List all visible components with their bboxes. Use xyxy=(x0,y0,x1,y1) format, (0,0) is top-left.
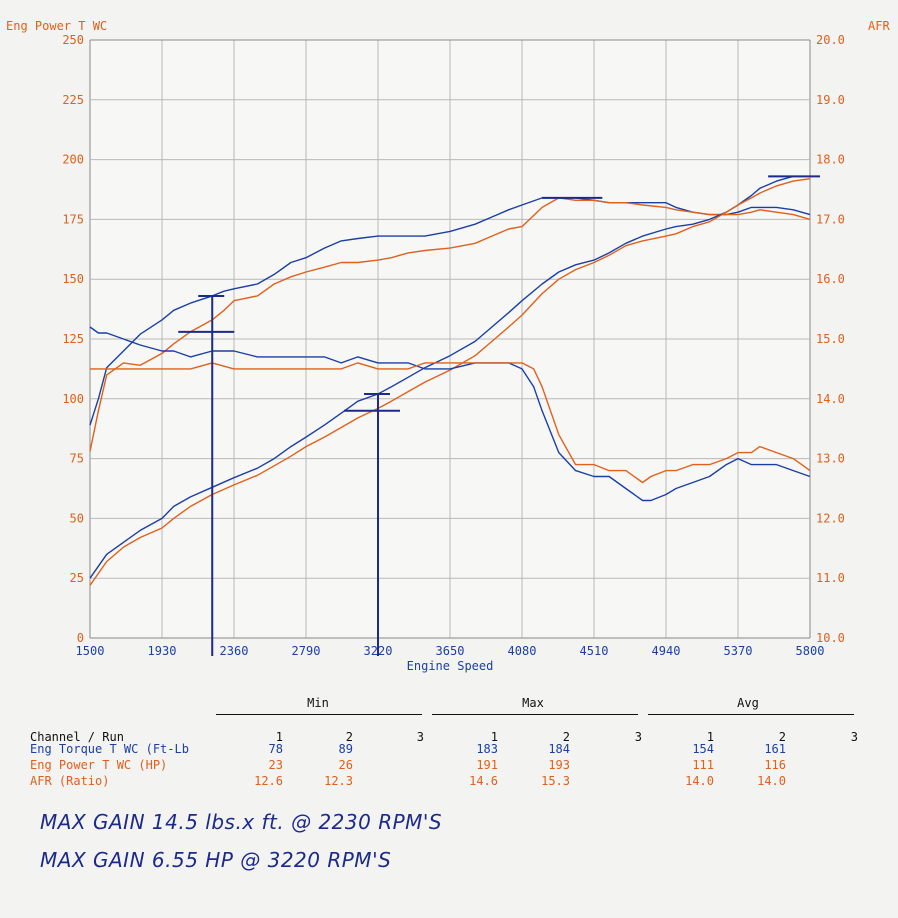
y-left-tick-label: 100 xyxy=(62,392,84,406)
x-tick-label: 4940 xyxy=(652,644,681,658)
x-tick-label: 5800 xyxy=(796,644,825,658)
power-min-2: 26 xyxy=(338,758,353,772)
y-left-tick-label: 175 xyxy=(62,212,84,226)
x-tick-label: 4510 xyxy=(580,644,609,658)
power-max-2: 193 xyxy=(548,758,570,772)
series-lines xyxy=(89,175,811,586)
series-line-5 xyxy=(90,362,811,484)
power-min-1: 23 xyxy=(268,758,283,772)
x-tick-label: 4080 xyxy=(508,644,537,658)
y-right-tick-label: 15.0 xyxy=(816,332,845,346)
y-right-tick-labels: 10.0 11.0 12.0 13.0 14.0 15.0 16.0 17.0 18.0 19.0… xyxy=(816,33,845,645)
y-right-tick-label: 16.0 xyxy=(816,272,845,286)
group-head-max: Max xyxy=(522,696,544,710)
grid xyxy=(89,39,811,639)
afr-avg-2: 14.0 xyxy=(757,774,786,788)
y-left-tick-label: 200 xyxy=(62,153,84,167)
header-label: Channel / Run xyxy=(30,730,124,744)
y-left-tick-label: 50 xyxy=(70,511,84,525)
row-label-afr: AFR (Ratio) xyxy=(30,774,110,788)
afr-max-1: 14.6 xyxy=(469,774,498,788)
power-avg-1: 111 xyxy=(692,758,714,772)
run-num-min-3: 3 xyxy=(416,730,424,744)
run-num-max-3: 3 xyxy=(634,730,642,744)
y-left-tick-label: 150 xyxy=(62,272,84,286)
run-num-max-1: 1 xyxy=(490,730,498,744)
row-label-torque: Eng Torque T WC (Ft-Lb xyxy=(30,742,189,756)
afr-min-2: 12.3 xyxy=(324,774,353,788)
y-right-tick-label: 14.0 xyxy=(816,392,845,406)
run-num-avg-2: 2 xyxy=(778,730,786,744)
x-tick-label: 1930 xyxy=(148,644,177,658)
row-label-power: Eng Power T WC (HP) xyxy=(30,758,168,772)
y-left-tick-labels: 0 25 50 75 100 125 150 175 200 225 250 xyxy=(62,33,84,645)
y-right-tick-label: 10.0 xyxy=(816,631,845,645)
x-tick-labels: 1500193023602790322036504080451049405370… xyxy=(76,644,825,658)
group-line-max xyxy=(432,714,638,715)
run-num-min-1: 1 xyxy=(275,730,283,744)
y-right-tick-label: 19.0 xyxy=(816,93,845,107)
afr-avg-1: 14.0 xyxy=(685,774,714,788)
y-left-axis-title: Eng Power T WC xyxy=(6,19,107,33)
run-num-max-2: 2 xyxy=(562,730,570,744)
x-tick-label: 2360 xyxy=(220,644,249,658)
torque-avg-2: 161 xyxy=(764,742,786,756)
y-right-tick-label: 12.0 xyxy=(816,511,845,525)
x-tick-label: 1500 xyxy=(76,644,105,658)
y-left-tick-label: 225 xyxy=(62,93,84,107)
run-num-avg-3: 3 xyxy=(850,730,858,744)
x-tick-label: 5370 xyxy=(724,644,753,658)
run-num-min-2: 2 xyxy=(345,730,353,744)
y-right-tick-label: 11.0 xyxy=(816,571,845,585)
series-line-1 xyxy=(89,197,811,452)
group-head-min: Min xyxy=(307,696,329,710)
series-line-2 xyxy=(89,175,810,579)
torque-avg-1: 154 xyxy=(692,742,714,756)
gain-markers xyxy=(178,175,820,656)
afr-min-1: 12.6 xyxy=(254,774,283,788)
run-num-avg-1: 1 xyxy=(706,730,714,744)
y-left-tick-label: 125 xyxy=(62,332,84,346)
x-tick-label: 2790 xyxy=(292,644,321,658)
y-right-tick-label: 20.0 xyxy=(816,33,845,47)
y-left-tick-label: 250 xyxy=(62,33,84,47)
y-left-tick-label: 25 xyxy=(70,571,84,585)
group-line-min xyxy=(216,714,422,715)
group-head-avg: Avg xyxy=(737,696,759,710)
afr-max-2: 15.3 xyxy=(541,774,570,788)
y-right-tick-label: 17.0 xyxy=(816,212,845,226)
power-avg-2: 116 xyxy=(764,758,786,772)
y-right-tick-label: 13.0 xyxy=(816,452,845,466)
torque-min-1: 78 xyxy=(268,742,283,756)
y-right-axis-title: AFR xyxy=(868,19,890,33)
group-line-avg xyxy=(648,714,854,715)
y-right-tick-label: 18.0 xyxy=(816,153,845,167)
handwritten-note-power-gain: MAX GAIN 6.55 HP @ 3220 RPM'S xyxy=(40,848,392,872)
handwritten-note-torque-gain: MAX GAIN 14.5 lbs.x ft. @ 2230 RPM'S xyxy=(40,810,443,834)
x-axis-title: Engine Speed xyxy=(407,659,494,673)
torque-min-2: 89 xyxy=(338,742,353,756)
torque-max-2: 184 xyxy=(548,742,570,756)
y-left-tick-label: 0 xyxy=(77,631,84,645)
y-left-tick-label: 75 xyxy=(70,452,84,466)
x-tick-label: 3650 xyxy=(436,644,465,658)
power-max-1: 191 xyxy=(476,758,498,772)
torque-max-1: 183 xyxy=(476,742,498,756)
dyno-chart: 1500193023602790322036504080451049405370… xyxy=(6,19,890,673)
